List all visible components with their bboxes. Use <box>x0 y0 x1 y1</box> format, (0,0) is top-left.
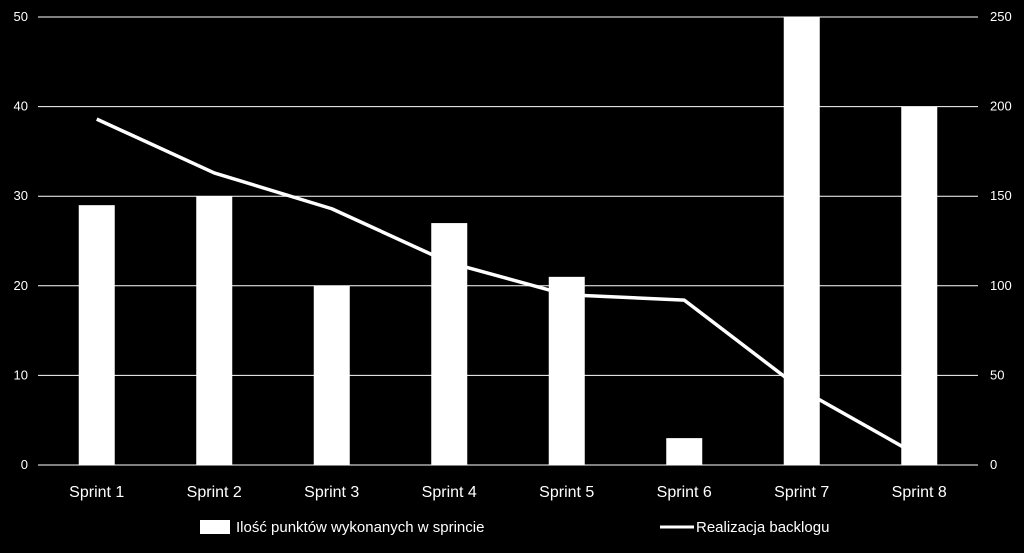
right-tick-label: 200 <box>990 99 1012 114</box>
left-tick-label: 20 <box>14 278 28 293</box>
left-axis: 0 10 20 30 40 50 <box>14 9 28 472</box>
category-label: Sprint 2 <box>187 484 242 501</box>
left-tick-label: 10 <box>14 367 28 382</box>
bar <box>313 285 350 465</box>
bar <box>196 196 233 465</box>
bar <box>548 276 585 465</box>
gridlines <box>38 16 978 466</box>
left-tick-label: 30 <box>14 188 28 203</box>
category-label: Sprint 6 <box>657 484 712 501</box>
legend-line-label: Realizacja backlogu <box>696 519 829 536</box>
category-label: Sprint 1 <box>69 484 124 501</box>
right-tick-label: 50 <box>990 367 1004 382</box>
bar <box>78 205 115 465</box>
category-label: Sprint 7 <box>774 484 829 501</box>
legend-bar-label: Ilość punktów wykonanych w sprincie <box>236 519 484 536</box>
right-tick-label: 250 <box>990 9 1012 24</box>
right-axis: 0 50 100 150 200 250 <box>990 9 1012 472</box>
legend: Ilość punktów wykonanych w sprincie Real… <box>200 519 829 536</box>
category-label: Sprint 4 <box>422 484 477 501</box>
right-tick-label: 0 <box>990 457 997 472</box>
legend-bar-swatch <box>200 520 230 534</box>
category-label: Sprint 8 <box>892 484 947 501</box>
line-series <box>96 117 921 458</box>
left-tick-label: 40 <box>14 99 28 114</box>
left-tick-label: 0 <box>21 457 28 472</box>
bar <box>431 223 468 465</box>
right-tick-label: 150 <box>990 188 1012 203</box>
category-label: Sprint 5 <box>539 484 594 501</box>
bar <box>901 106 938 465</box>
left-tick-label: 50 <box>14 9 28 24</box>
category-label: Sprint 3 <box>304 484 359 501</box>
bar <box>666 438 703 465</box>
bar-series <box>78 17 938 465</box>
category-axis: Sprint 1 Sprint 2 Sprint 3 Sprint 4 Sprint 5… <box>69 484 947 501</box>
line-path <box>96 117 921 458</box>
right-tick-label: 100 <box>990 278 1012 293</box>
